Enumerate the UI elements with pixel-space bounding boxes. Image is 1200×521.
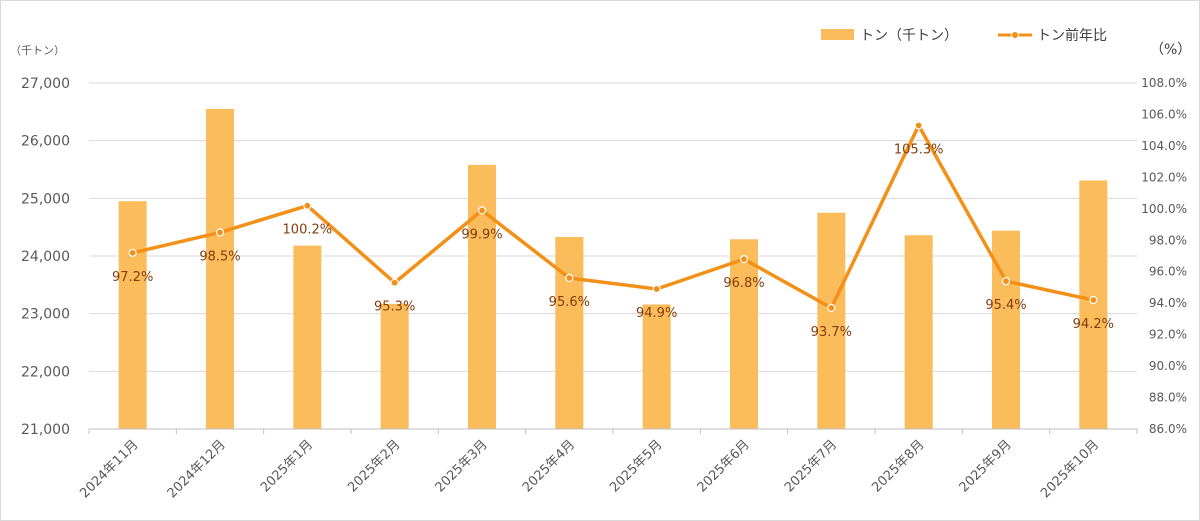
- line-series: [128, 121, 1098, 312]
- legend-bar-swatch: [821, 29, 854, 40]
- y-left-tick-label: 21,000: [21, 422, 70, 438]
- x-tick-label: 2025年9月: [957, 437, 1015, 495]
- x-tick-label: 2025年7月: [782, 437, 840, 495]
- y-right-tick-label: 86.0%: [1149, 422, 1187, 436]
- data-label: 105.3%: [894, 142, 944, 157]
- x-axis-ticks: 2024年11月 2024年12月 2025年1月 2025年2月 2025年3月 202…: [77, 429, 1138, 501]
- y-right-tick-label: 98.0%: [1149, 233, 1187, 247]
- line-point: [390, 278, 399, 287]
- x-tick-label: 2025年5月: [607, 437, 665, 495]
- line-point: [739, 255, 749, 264]
- x-tick-label: 2025年2月: [345, 437, 403, 495]
- x-tick-label: 2025年3月: [433, 437, 491, 495]
- bar: [468, 164, 496, 430]
- bar: [206, 108, 234, 429]
- y-right-tick-label: 96.0%: [1149, 265, 1187, 279]
- x-tick-label: 2024年11月: [77, 437, 141, 501]
- line-point: [827, 303, 836, 312]
- y-right-tick-label: 92.0%: [1149, 328, 1187, 342]
- x-tick-label: 2025年1月: [258, 437, 316, 495]
- bar: [1079, 180, 1108, 429]
- bar: [118, 201, 147, 429]
- legend: トン（千トン） トン前年比: [821, 27, 1107, 44]
- line-point: [1089, 295, 1098, 305]
- line-point: [914, 121, 923, 130]
- x-tick-label: 2024年12月: [165, 437, 229, 501]
- y-right-tick-label: 108.0%: [1141, 76, 1187, 90]
- y-right-tick-label: 106.0%: [1141, 107, 1187, 121]
- bar-series: [118, 108, 1108, 430]
- y-right-tick-label: 88.0%: [1149, 391, 1187, 405]
- y-axis-right: 86.0% 88.0% 90.0% 92.0% 94.0% 96.0% 98.0% 100.0…: [1141, 76, 1187, 436]
- data-label: 94.2%: [1073, 317, 1114, 332]
- data-label: 95.6%: [549, 295, 590, 310]
- gridlines: [89, 82, 1137, 372]
- y-left-tick-label: 27,000: [21, 76, 70, 92]
- y-left-tick-label: 25,000: [21, 191, 70, 207]
- bar: [380, 303, 409, 429]
- bar: [293, 245, 322, 429]
- data-label: 94.9%: [636, 306, 677, 321]
- y-right-unit: （%）: [1150, 42, 1191, 58]
- x-tick-label: 2025年6月: [695, 437, 753, 495]
- series-line: [132, 123, 1094, 310]
- data-label: 97.2%: [112, 270, 153, 285]
- y-right-tick-label: 102.0%: [1141, 170, 1187, 184]
- data-labels: 97.2% 98.5% 100.2% 95.3% 99.9% 95.6% 94.9% 96.8…: [112, 142, 1114, 339]
- line-point: [1001, 277, 1011, 286]
- bar: [817, 212, 846, 429]
- legend-line-marker: [1011, 31, 1019, 39]
- y-left-tick-label: 26,000: [21, 134, 70, 150]
- y-right-tick-label: 104.0%: [1141, 139, 1187, 153]
- line-point: [128, 248, 137, 257]
- line-point: [303, 201, 312, 210]
- bar: [904, 235, 933, 429]
- y-right-tick-label: 100.0%: [1141, 202, 1187, 216]
- line-point: [565, 273, 574, 283]
- data-label: 100.2%: [283, 223, 333, 238]
- x-tick-label: 2025年8月: [869, 437, 927, 495]
- data-label: 99.9%: [461, 227, 502, 242]
- bar: [555, 236, 584, 429]
- y-left-unit: （千トン）: [10, 44, 65, 57]
- y-axis-left: 21,000 22,000 23,000 24,000 25,000 26,000 27,0…: [21, 76, 70, 438]
- legend-line-label: トン前年比: [1037, 27, 1107, 44]
- y-right-tick-label: 90.0%: [1149, 359, 1187, 373]
- line-point: [215, 228, 225, 237]
- legend-bar-label: トン（千トン）: [860, 28, 958, 44]
- y-left-tick-label: 22,000: [21, 364, 70, 380]
- y-right-tick-label: 94.0%: [1149, 296, 1187, 310]
- x-tick-label: 2025年4月: [520, 437, 578, 495]
- line-point: [652, 284, 661, 294]
- y-left-tick-label: 23,000: [21, 307, 70, 323]
- data-label: 95.4%: [985, 298, 1026, 313]
- line-point: [477, 206, 487, 215]
- data-label: 93.7%: [811, 325, 852, 340]
- bar: [730, 239, 758, 429]
- bar: [642, 304, 671, 429]
- data-label: 95.3%: [374, 300, 415, 315]
- data-label: 96.8%: [723, 276, 764, 291]
- y-left-tick-label: 24,000: [21, 249, 70, 265]
- data-label: 98.5%: [199, 249, 240, 264]
- x-tick-label: 2025年10月: [1038, 437, 1102, 501]
